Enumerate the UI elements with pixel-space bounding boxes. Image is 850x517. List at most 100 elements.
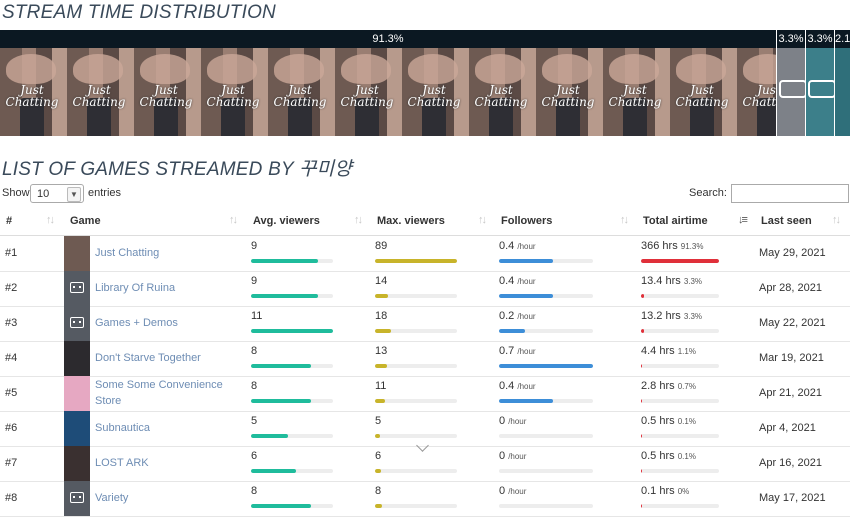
col-followers[interactable]: Followers — [501, 215, 553, 227]
sort-arrows-icon[interactable]: ↑↓ — [354, 214, 363, 226]
distribution-segment-dont-starve[interactable]: 2.1% — [835, 30, 850, 136]
col-game[interactable]: Game — [70, 215, 101, 227]
followers-bar — [499, 399, 593, 403]
col-total-airtime[interactable]: Total airtime — [643, 215, 708, 227]
sort-arrows-icon[interactable]: ↑↓ — [46, 214, 55, 226]
airtime-fill — [641, 469, 643, 473]
game-link[interactable]: Games + Demos — [95, 317, 178, 329]
table-row[interactable]: #1 Just Chatting 9 89 0.4 /hour 366 hrs 91.3%… — [0, 236, 850, 272]
streamer-face — [341, 54, 391, 84]
rank: #8 — [5, 492, 18, 504]
tv-icon — [70, 317, 84, 328]
table-row[interactable]: #3 Games + Demos 11 18 0.2 /hour 13.2 hrs 3.3… — [0, 306, 850, 342]
avg-viewers-fill — [251, 434, 288, 438]
airtime-bar — [641, 399, 719, 403]
avg-viewers: 9 — [251, 240, 258, 252]
airtime-fill — [641, 329, 645, 333]
avg-viewers-fill — [251, 364, 311, 368]
total-airtime: 0.5 hrs 0.1% — [641, 415, 696, 427]
followers-bar — [499, 469, 593, 473]
col-last-seen[interactable]: Last seen — [761, 215, 812, 227]
avg-viewers-bar — [251, 434, 333, 438]
airtime-bar — [641, 259, 719, 263]
airtime-bar — [641, 469, 719, 473]
total-airtime: 0.5 hrs 0.1% — [641, 450, 696, 462]
avg-viewers: 8 — [251, 380, 258, 392]
sort-arrows-icon[interactable]: ↑↓ — [832, 214, 841, 226]
sort-desc-icon[interactable]: ↓≡ — [738, 214, 748, 226]
tile-text: Just Chatting — [206, 83, 260, 109]
followers-value: 0.2 — [499, 310, 515, 322]
total-airtime: 13.4 hrs 3.3% — [641, 275, 702, 287]
airtime-share: 3.3% — [683, 277, 703, 286]
col-rank[interactable]: # — [6, 215, 13, 227]
followers-fill — [499, 399, 553, 403]
max-viewers: 18 — [375, 310, 388, 322]
game-thumbnail[interactable] — [64, 306, 90, 341]
airtime-bar — [641, 294, 719, 298]
airtime-fill — [641, 434, 643, 438]
game-link[interactable]: LOST ARK — [95, 457, 149, 469]
max-viewers: 11 — [375, 380, 387, 392]
just-chatting-tile: Just Chatting — [534, 48, 601, 136]
max-viewers: 13 — [375, 345, 388, 357]
show-label: Show — [2, 187, 30, 199]
gamepad-icon — [779, 80, 805, 98]
followers-fill — [499, 329, 526, 333]
airtime-value: 13.4 hrs — [641, 275, 681, 287]
max-viewers: 5 — [375, 415, 382, 427]
entries-select[interactable]: 10 ▼ — [30, 184, 84, 203]
game-link[interactable]: Library Of Ruina — [95, 282, 176, 294]
last-seen: May 17, 2021 — [759, 492, 826, 504]
microphone — [690, 98, 714, 136]
airtime-bar — [641, 329, 719, 333]
max-viewers-bar — [375, 259, 457, 263]
table-row[interactable]: #6 Subnautica 5 5 0 /hour 0.5 hrs 0.1% Apr 4, … — [0, 411, 850, 447]
table-row[interactable]: #5 Some Some Convenience Store 8 11 0.4 /hou… — [0, 376, 850, 412]
game-link[interactable]: Variety — [95, 492, 129, 504]
avg-viewers-fill — [251, 259, 319, 263]
max-viewers-bar — [375, 434, 457, 438]
table-row[interactable]: #4 Don't Starve Together 8 13 0.7 /hour 4.4 h… — [0, 341, 850, 377]
streamer-face — [140, 54, 190, 84]
streamer-face — [676, 54, 726, 84]
search-input[interactable] — [731, 184, 849, 203]
max-viewers-fill — [375, 329, 392, 333]
sort-arrows-icon[interactable]: ↑↓ — [620, 214, 629, 226]
followers-value: 0.4 — [499, 275, 515, 287]
last-seen: Apr 28, 2021 — [759, 282, 822, 294]
game-link[interactable]: Subnautica — [95, 422, 151, 434]
game-thumbnail[interactable] — [64, 446, 90, 481]
followers-value: 0.4 — [499, 380, 515, 392]
sort-arrows-icon[interactable]: ↑↓ — [229, 214, 238, 226]
tile-text: Just Chatting — [608, 83, 662, 109]
game-thumbnail[interactable] — [64, 411, 90, 446]
table-row[interactable]: #7 LOST ARK 6 6 0 /hour 0.5 hrs 0.1% Apr 16, 2… — [0, 446, 850, 482]
last-seen: Mar 19, 2021 — [759, 352, 824, 364]
distribution-segment-games-demos[interactable]: 3.3% — [806, 30, 834, 136]
followers-unit: /hour — [517, 347, 536, 356]
max-viewers-bar — [375, 469, 457, 473]
distribution-segment-library-of-ruina[interactable]: 3.3% — [777, 30, 805, 136]
followers-value: 0 — [499, 485, 506, 497]
table-row[interactable]: #2 Library Of Ruina 9 14 0.4 /hour 13.4 hrs 3… — [0, 271, 850, 307]
distribution-segment-just-chatting[interactable]: 91.3% Just Chatting Just Chatting Just Cha… — [0, 30, 776, 136]
game-thumbnail[interactable] — [64, 481, 90, 516]
col-max-viewers[interactable]: Max. viewers — [377, 215, 445, 227]
max-viewers-bar — [375, 294, 457, 298]
col-avg-viewers[interactable]: Avg. viewers — [253, 215, 320, 227]
max-viewers: 89 — [375, 240, 388, 252]
game-link[interactable]: Just Chatting — [95, 247, 160, 259]
game-link[interactable]: Some Some Convenience Store — [95, 379, 223, 407]
airtime-fill — [641, 504, 643, 508]
game-link[interactable]: Don't Starve Together — [95, 352, 201, 364]
game-thumbnail[interactable] — [64, 341, 90, 376]
avg-viewers-bar — [251, 329, 333, 333]
game-thumbnail[interactable] — [64, 376, 90, 411]
game-thumbnail[interactable] — [64, 236, 90, 271]
followers-bar — [499, 364, 593, 368]
airtime-share: 0% — [677, 487, 690, 496]
game-thumbnail[interactable] — [64, 271, 90, 306]
followers-bar — [499, 294, 593, 298]
sort-arrows-icon[interactable]: ↑↓ — [478, 214, 487, 226]
